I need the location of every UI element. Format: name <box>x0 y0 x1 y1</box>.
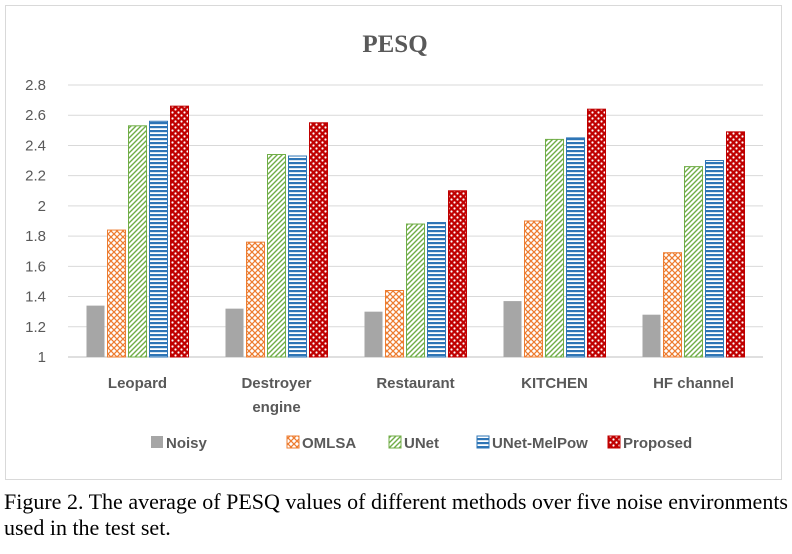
x-category-label: Leopard <box>108 375 167 392</box>
y-tick-label: 2.2 <box>25 168 46 185</box>
bar-unet-4 <box>684 166 703 358</box>
pesq-bar-chart: PESQ 1 1.2 1.4 1.6 1.8 2 2.2 2.4 2.6 2.8 Leopard D… <box>25 31 763 452</box>
legend-label-proposed: Proposed <box>623 435 692 452</box>
bar-unet-melpow-4 <box>705 160 724 358</box>
y-tick-label: 1.4 <box>25 289 46 306</box>
bar-noisy-1 <box>225 308 244 357</box>
bar-proposed-2 <box>448 190 467 358</box>
x-category-label: HF channel <box>653 375 734 392</box>
bar-unet-melpow-1 <box>288 155 307 358</box>
legend-swatch-unet <box>388 435 402 449</box>
y-tick-label: 1 <box>38 349 46 366</box>
bar-omlsa-1 <box>246 241 265 358</box>
x-category-label: Restaurant <box>376 375 454 392</box>
legend-swatch-proposed <box>607 435 621 449</box>
bar-proposed-1 <box>309 122 328 358</box>
y-tick-label: 1.2 <box>25 319 46 336</box>
y-tick-label: 2.6 <box>25 107 46 124</box>
legend: Noisy OMLSA UNet UNet-MelPow Proposed <box>151 435 692 452</box>
bar-unet-0 <box>128 125 147 358</box>
bar-omlsa-2 <box>385 290 404 358</box>
y-tick-label: 2.4 <box>25 137 46 154</box>
bar-noisy-2 <box>364 311 383 357</box>
bar-unet-melpow-2 <box>427 222 446 358</box>
figure-caption: Figure 2. The average of PESQ values of … <box>4 489 788 540</box>
legend-label-unet-melpow: UNet-MelPow <box>492 435 588 452</box>
y-tick-label: 1.6 <box>25 258 46 275</box>
bar-proposed-4 <box>726 131 745 358</box>
y-tick-label: 2 <box>38 198 46 215</box>
bar-omlsa-0 <box>107 229 126 358</box>
y-tick-label: 2.8 <box>25 77 46 94</box>
legend-swatch-unet-melpow <box>476 435 490 449</box>
y-axis-ticks: 1 1.2 1.4 1.6 1.8 2 2.2 2.4 2.6 2.8 <box>25 77 46 366</box>
bar-omlsa-3 <box>524 220 543 358</box>
x-category-label: KITCHEN <box>521 375 588 392</box>
x-category-label: engine <box>252 399 300 416</box>
x-category-label: Destroyer <box>241 375 311 392</box>
legend-label-omlsa: OMLSA <box>302 435 356 452</box>
legend-swatch-noisy <box>151 436 163 448</box>
bar-unet-1 <box>267 154 286 358</box>
bars <box>86 105 745 358</box>
legend-label-unet: UNet <box>404 435 439 452</box>
bar-unet-2 <box>406 223 425 358</box>
bar-noisy-3 <box>503 301 522 357</box>
bar-omlsa-4 <box>663 252 682 358</box>
y-tick-label: 1.8 <box>25 228 46 245</box>
chart-frame: PESQ 1 1.2 1.4 1.6 1.8 2 2.2 2.4 2.6 2.8 Leopard D… <box>5 5 782 480</box>
x-axis-labels: Leopard Destroyer engine Restaurant KITCHEN H… <box>108 375 734 416</box>
legend-swatch-omlsa <box>286 435 300 449</box>
bar-unet-melpow-3 <box>566 137 585 358</box>
legend-label-noisy: Noisy <box>166 435 208 452</box>
bar-noisy-4 <box>642 314 661 357</box>
bar-unet-melpow-0 <box>149 120 168 358</box>
bar-unet-3 <box>545 138 564 358</box>
bar-noisy-0 <box>86 305 105 357</box>
bar-proposed-0 <box>170 105 189 358</box>
bar-proposed-3 <box>587 108 606 358</box>
chart-title: PESQ <box>362 31 427 58</box>
